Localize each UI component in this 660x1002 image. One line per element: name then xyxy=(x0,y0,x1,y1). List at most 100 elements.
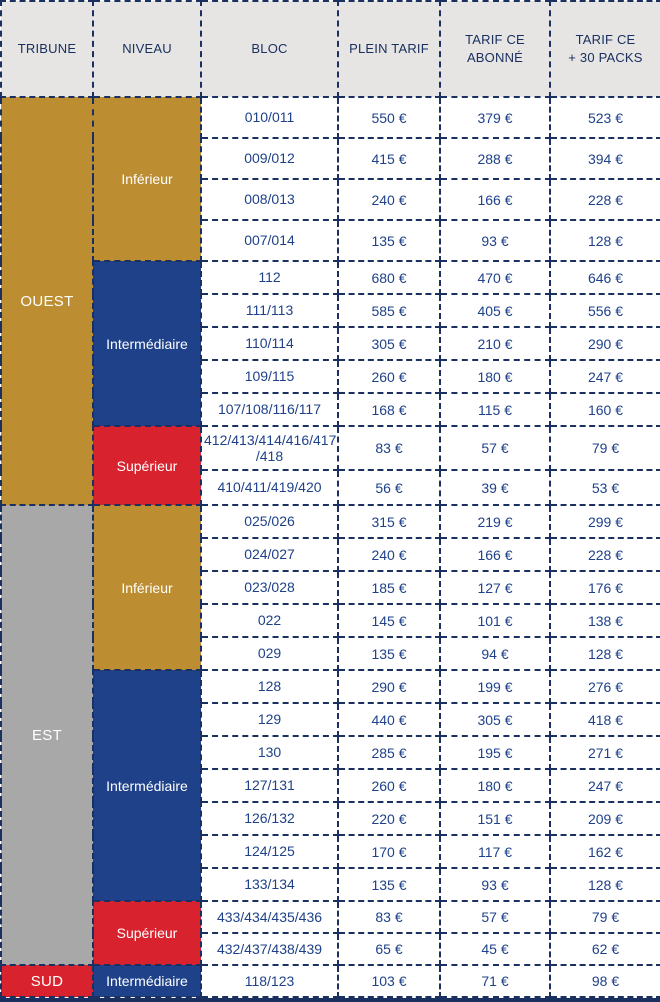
tarif-ce-packs-cell: 228 € xyxy=(549,537,660,572)
tarif-ce-packs-cell: 128 € xyxy=(549,867,660,902)
tarif-ce-abonne-cell: 210 € xyxy=(439,326,551,361)
header-niveau: NIVEAU xyxy=(92,0,202,98)
header-tarif-ce-packs: TARIF CE + 30 PACKS xyxy=(549,0,660,98)
bloc-cell: 128 xyxy=(200,669,339,704)
plein-tarif-cell: 135 € xyxy=(337,867,441,902)
plein-tarif-cell: 83 € xyxy=(337,425,441,471)
table-row: Intermédiaire 112 680 € 470 € 646 € xyxy=(1,260,660,427)
tarif-ce-abonne-cell: 470 € xyxy=(439,260,551,295)
tarif-ce-packs-cell: 176 € xyxy=(549,570,660,605)
tarif-ce-packs-cell: 138 € xyxy=(549,603,660,638)
table-row: 023/028 185 € 127 € 176 € xyxy=(1,570,660,605)
tarif-ce-abonne-cell: 115 € xyxy=(439,392,551,427)
tarif-ce-abonne-cell: 180 € xyxy=(439,768,551,803)
tarif-ce-abonne-cell: 57 € xyxy=(439,900,551,934)
tarif-ce-packs-cell: 79 € xyxy=(549,900,660,934)
niveau-cell-superieur: Supérieur xyxy=(92,900,202,966)
tarif-ce-packs-cell: 418 € xyxy=(549,702,660,737)
table-row: 129 440 € 305 € 418 € xyxy=(1,702,660,737)
tarif-ce-abonne-cell: 117 € xyxy=(439,834,551,869)
plein-tarif-cell: 56 € xyxy=(337,469,441,506)
plein-tarif-cell: 185 € xyxy=(337,570,441,605)
tarif-ce-abonne-cell: 219 € xyxy=(439,504,551,539)
plein-tarif-cell: 145 € xyxy=(337,603,441,638)
tarif-ce-abonne-cell: 101 € xyxy=(439,603,551,638)
tarif-ce-packs-cell: 247 € xyxy=(549,359,660,394)
bloc-cell: 126/132 xyxy=(200,801,339,836)
tarif-ce-packs-cell: 394 € xyxy=(549,137,660,180)
tarif-ce-packs-cell: 299 € xyxy=(549,504,660,539)
plein-tarif-cell: 680 € xyxy=(337,260,441,295)
bloc-cell: 029 xyxy=(200,636,339,671)
bloc-cell: 124/125 xyxy=(200,834,339,869)
tarif-ce-packs-cell: 556 € xyxy=(549,293,660,328)
bloc-cell: 432/437/438/439 xyxy=(200,932,339,966)
plein-tarif-cell: 285 € xyxy=(337,735,441,770)
niveau-cell-intermediaire: Intermédiaire xyxy=(92,964,202,998)
table-row: 127/131 260 € 180 € 247 € xyxy=(1,768,660,803)
tarif-ce-abonne-cell: 93 € xyxy=(439,219,551,262)
header-bloc: BLOC xyxy=(200,0,339,98)
bloc-cell: 127/131 xyxy=(200,768,339,803)
tarif-ce-packs-cell: 523 € xyxy=(549,96,660,139)
niveau-cell-inferieur: Inférieur xyxy=(92,96,202,262)
plein-tarif-cell: 168 € xyxy=(337,392,441,427)
bloc-cell: 009/012 xyxy=(200,137,339,180)
tarif-ce-packs-cell: 98 € xyxy=(549,964,660,998)
niveau-cell-superieur: Supérieur xyxy=(92,425,202,506)
table-row: 009/012 415 € 288 € 394 € xyxy=(1,137,660,180)
table-row: 107/108/116/117 168 € 115 € 160 € xyxy=(1,392,660,427)
tarif-ce-abonne-cell: 199 € xyxy=(439,669,551,704)
tarif-ce-abonne-cell: 166 € xyxy=(439,537,551,572)
table-row: Supérieur 433/434/435/436 83 € 57 € 79 € xyxy=(1,900,660,966)
tarif-ce-packs-cell: 271 € xyxy=(549,735,660,770)
plein-tarif-cell: 290 € xyxy=(337,669,441,704)
table-row: OUEST Inférieur 010/011 550 € 379 € 523 … xyxy=(0,96,660,506)
plein-tarif-cell: 415 € xyxy=(337,137,441,180)
table-row: Intermédiaire 128 290 € 199 € 276 € xyxy=(1,669,660,902)
tarif-ce-packs-cell: 646 € xyxy=(549,260,660,295)
table-row: 022 145 € 101 € 138 € xyxy=(1,603,660,638)
table-row: 024/027 240 € 166 € 228 € xyxy=(1,537,660,572)
tarif-ce-packs-cell: 228 € xyxy=(549,178,660,221)
table-row: 007/014 135 € 93 € 128 € xyxy=(1,219,660,262)
bloc-cell: 118/123 xyxy=(200,964,339,998)
bloc-cell: 007/014 xyxy=(200,219,339,262)
tarif-ce-packs-cell: 128 € xyxy=(549,636,660,671)
bloc-cell: 023/028 xyxy=(200,570,339,605)
plein-tarif-cell: 550 € xyxy=(337,96,441,139)
bloc-cell: 010/011 xyxy=(200,96,339,139)
table-row: 109/115 260 € 180 € 247 € xyxy=(1,359,660,394)
plein-tarif-cell: 135 € xyxy=(337,219,441,262)
header-row: TRIBUNE NIVEAU BLOC PLEIN TARIF TARIF CE… xyxy=(0,0,660,98)
plein-tarif-cell: 220 € xyxy=(337,801,441,836)
bloc-cell: 433/434/435/436 xyxy=(200,900,339,934)
bloc-cell: 024/027 xyxy=(200,537,339,572)
plein-tarif-cell: 260 € xyxy=(337,768,441,803)
table-row: 008/013 240 € 166 € 228 € xyxy=(1,178,660,221)
bloc-cell: 410/411/419/420 xyxy=(200,469,339,506)
plein-tarif-cell: 135 € xyxy=(337,636,441,671)
tarif-ce-abonne-cell: 45 € xyxy=(439,932,551,966)
tarif-ce-abonne-cell: 39 € xyxy=(439,469,551,506)
tarif-ce-abonne-cell: 127 € xyxy=(439,570,551,605)
tarif-ce-abonne-cell: 379 € xyxy=(439,96,551,139)
tarif-ce-packs-cell: 53 € xyxy=(549,469,660,506)
bloc-cell: 112 xyxy=(200,260,339,295)
tarif-ce-abonne-cell: 305 € xyxy=(439,702,551,737)
table-row: 126/132 220 € 151 € 209 € xyxy=(1,801,660,836)
table-row: 029 135 € 94 € 128 € xyxy=(1,636,660,671)
bloc-cell: 412/413/414/416/417 /418 xyxy=(200,425,339,471)
tribune-cell-ouest: OUEST xyxy=(0,96,94,506)
bloc-cell: 107/108/116/117 xyxy=(200,392,339,427)
plein-tarif-cell: 585 € xyxy=(337,293,441,328)
tarif-ce-packs-cell: 160 € xyxy=(549,392,660,427)
tarif-ce-abonne-cell: 71 € xyxy=(439,964,551,998)
plein-tarif-cell: 240 € xyxy=(337,178,441,221)
plein-tarif-cell: 315 € xyxy=(337,504,441,539)
tarif-ce-abonne-cell: 288 € xyxy=(439,137,551,180)
bloc-cell: 111/113 xyxy=(200,293,339,328)
bloc-cell: 109/115 xyxy=(200,359,339,394)
bloc-cell: 133/134 xyxy=(200,867,339,902)
